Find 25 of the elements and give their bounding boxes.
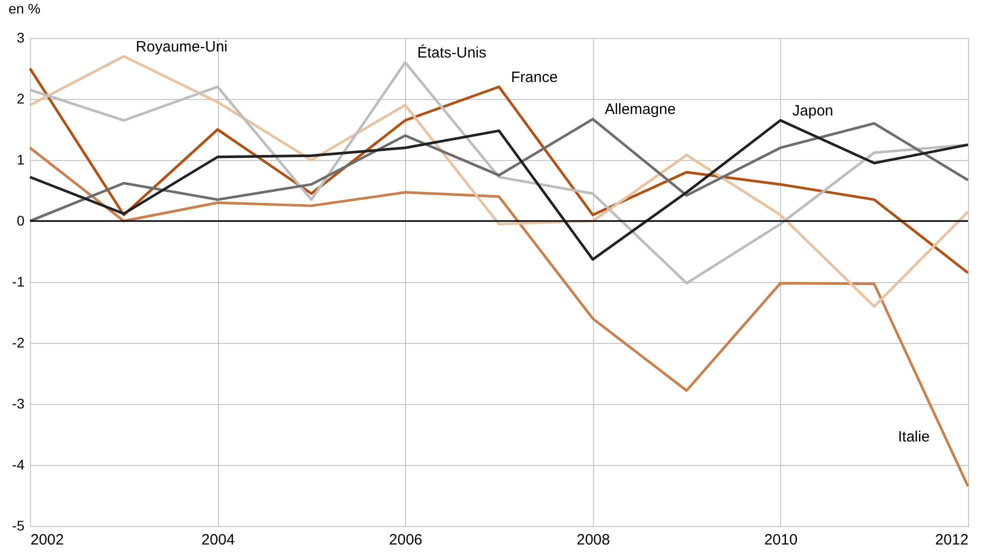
line-series [28,146,970,488]
series-label: France [511,68,558,86]
y-tick-label: 0 [16,212,25,228]
x-tick-label: 2012 [935,532,968,548]
line-series [28,118,970,222]
y-tick-label: -3 [12,396,25,412]
x-tick-label: 2002 [30,532,64,548]
series-label: Japon [792,102,834,120]
y-tick-label: -2 [12,334,25,350]
y-tick-label: 2 [16,90,25,106]
line-series [28,119,970,261]
x-tick-label: 2004 [201,532,235,548]
y-tick-label: -4 [12,456,25,472]
x-tick-label: 2006 [389,532,422,548]
series-label: États-Unis [417,43,486,62]
y-tick-label: -5 [12,518,25,534]
series-label: Allemagne [604,101,676,118]
x-tick-label: 2008 [576,532,610,548]
x-tick-label: 2010 [764,532,798,548]
y-axis-title: en % [8,0,40,16]
y-tick-label: 1 [16,152,25,168]
y-tick-label: -1 [12,274,25,290]
series-label: Italie [898,428,930,446]
series-label: Royaume-Uni [136,38,228,56]
y-tick-label: 3 [16,30,25,46]
